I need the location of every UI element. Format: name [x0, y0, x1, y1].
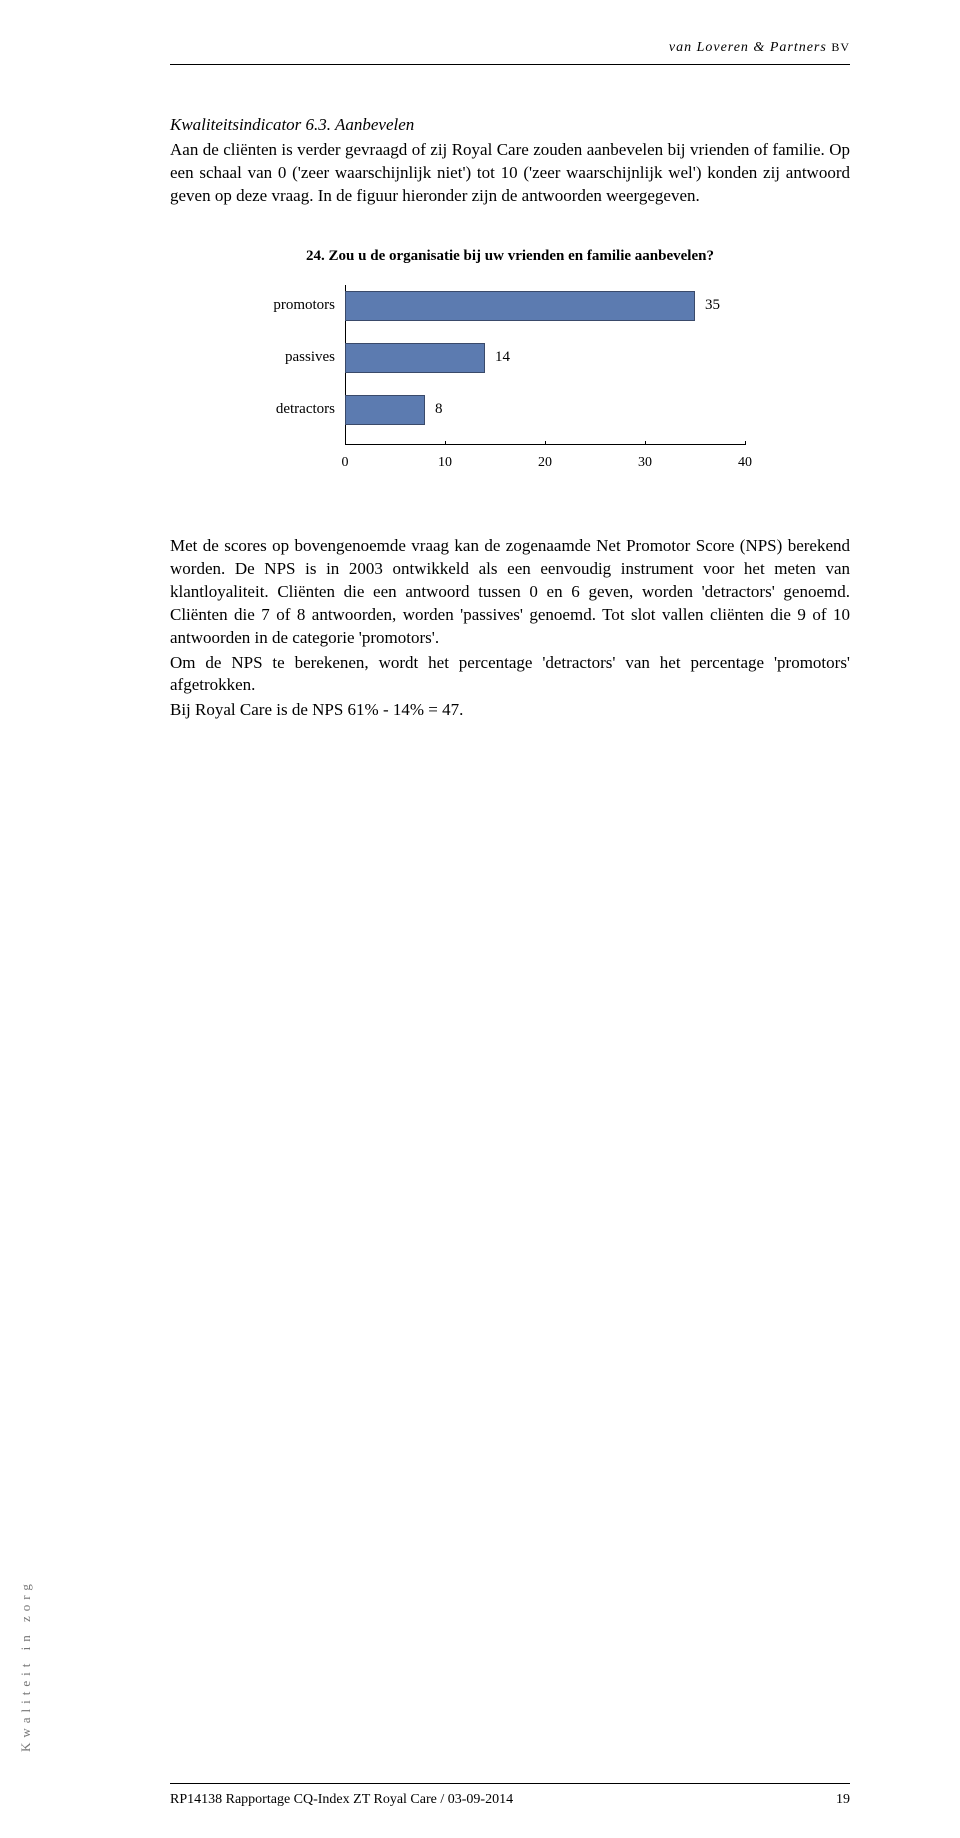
brand-suffix: BV	[831, 40, 850, 54]
x-tick-label: 20	[538, 455, 552, 471]
x-tick	[745, 441, 746, 445]
category-label: detractors	[250, 401, 335, 418]
x-tick-label: 30	[638, 455, 652, 471]
category-label: promotors	[250, 297, 335, 314]
bar	[345, 291, 695, 321]
x-tick-label: 10	[438, 455, 452, 471]
chart-title: 24. Zou u de organisatie bij uw vrienden…	[250, 248, 770, 265]
brand-name: van Loveren & Partners	[669, 40, 827, 55]
nps-chart: 24. Zou u de organisatie bij uw vrienden…	[250, 248, 770, 495]
category-label: passives	[250, 349, 335, 366]
page-footer: RP14138 Rapportage CQ-Index ZT Royal Car…	[170, 1783, 850, 1808]
x-tick-label: 0	[342, 455, 349, 471]
nps-result-line: Bij Royal Care is de NPS 61% - 14% = 47.	[170, 699, 850, 722]
bar	[345, 343, 485, 373]
section-title: Kwaliteitsindicator 6.3. Aanbevelen	[170, 115, 850, 135]
value-label: 8	[435, 401, 443, 418]
value-label: 14	[495, 349, 510, 366]
x-tick	[645, 441, 646, 445]
x-tick-label: 40	[738, 455, 752, 471]
nps-method-paragraph: Met de scores op bovengenoemde vraag kan…	[170, 535, 850, 650]
x-tick	[345, 441, 346, 445]
axis-top-tick	[345, 285, 346, 289]
nps-calc-paragraph: Om de NPS te berekenen, wordt het percen…	[170, 652, 850, 698]
intro-paragraph: Aan de cliënten is verder gevraagd of zi…	[170, 139, 850, 208]
page-header: van Loveren & Partners BV	[170, 40, 850, 65]
footer-left: RP14138 Rapportage CQ-Index ZT Royal Car…	[170, 1792, 513, 1808]
chart-area: 0 10 20 30 40 promotors 35 passives 14 detractors…	[250, 285, 770, 495]
x-tick	[445, 441, 446, 445]
x-tick	[545, 441, 546, 445]
side-label: Kwaliteit in zorg	[18, 1579, 34, 1752]
footer-page-number: 19	[836, 1792, 850, 1808]
value-label: 35	[705, 297, 720, 314]
bar	[345, 395, 425, 425]
